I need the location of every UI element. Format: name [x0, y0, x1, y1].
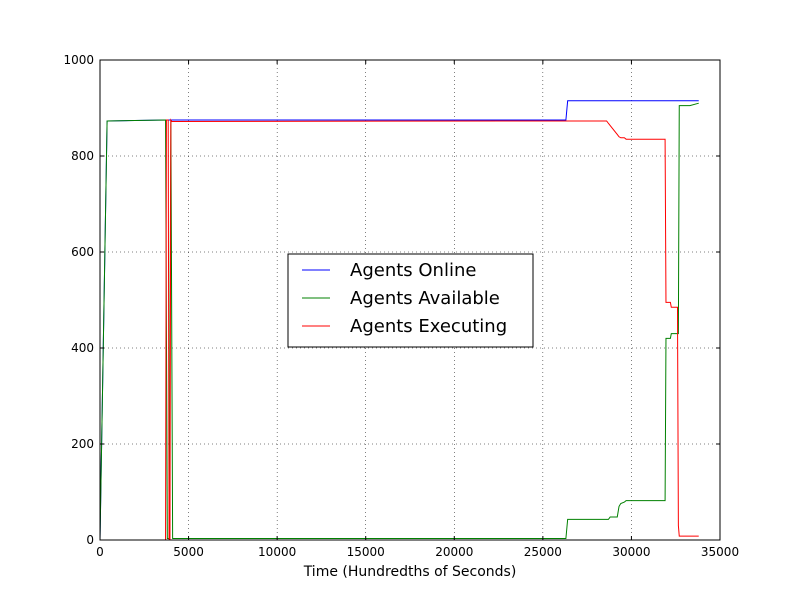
- y-tick-label: 200: [71, 437, 94, 451]
- x-tick-label: 25000: [524, 545, 562, 559]
- x-tick-label: 35000: [701, 545, 739, 559]
- legend-entry-agents-online: Agents Online: [350, 260, 476, 281]
- y-tick-label: 400: [71, 341, 94, 355]
- legend: Agents Online Agents Available Agents Exec…: [287, 253, 534, 348]
- legend-entry-agents-available: Agents Available: [350, 288, 500, 309]
- y-tick-label: 1000: [63, 53, 94, 67]
- x-tick-label: 20000: [435, 545, 473, 559]
- x-tick-label: 15000: [347, 545, 385, 559]
- y-tick-label: 600: [71, 245, 94, 259]
- x-tick-label: 0: [96, 545, 104, 559]
- x-tick-label: 5000: [173, 545, 204, 559]
- axis-ticks: 0 5000 10000 15000 20000 25000 30000 35000 0 200 4…: [63, 53, 739, 559]
- y-tick-label: 800: [71, 149, 94, 163]
- x-axis-label: Time (Hundredths of Seconds): [303, 564, 517, 580]
- x-tick-label: 30000: [612, 545, 650, 559]
- plot-frame: [99, 59, 721, 541]
- x-tick-label: 10000: [258, 545, 296, 559]
- legend-entry-agents-executing: Agents Executing: [350, 316, 507, 337]
- y-tick-label: 0: [86, 533, 94, 547]
